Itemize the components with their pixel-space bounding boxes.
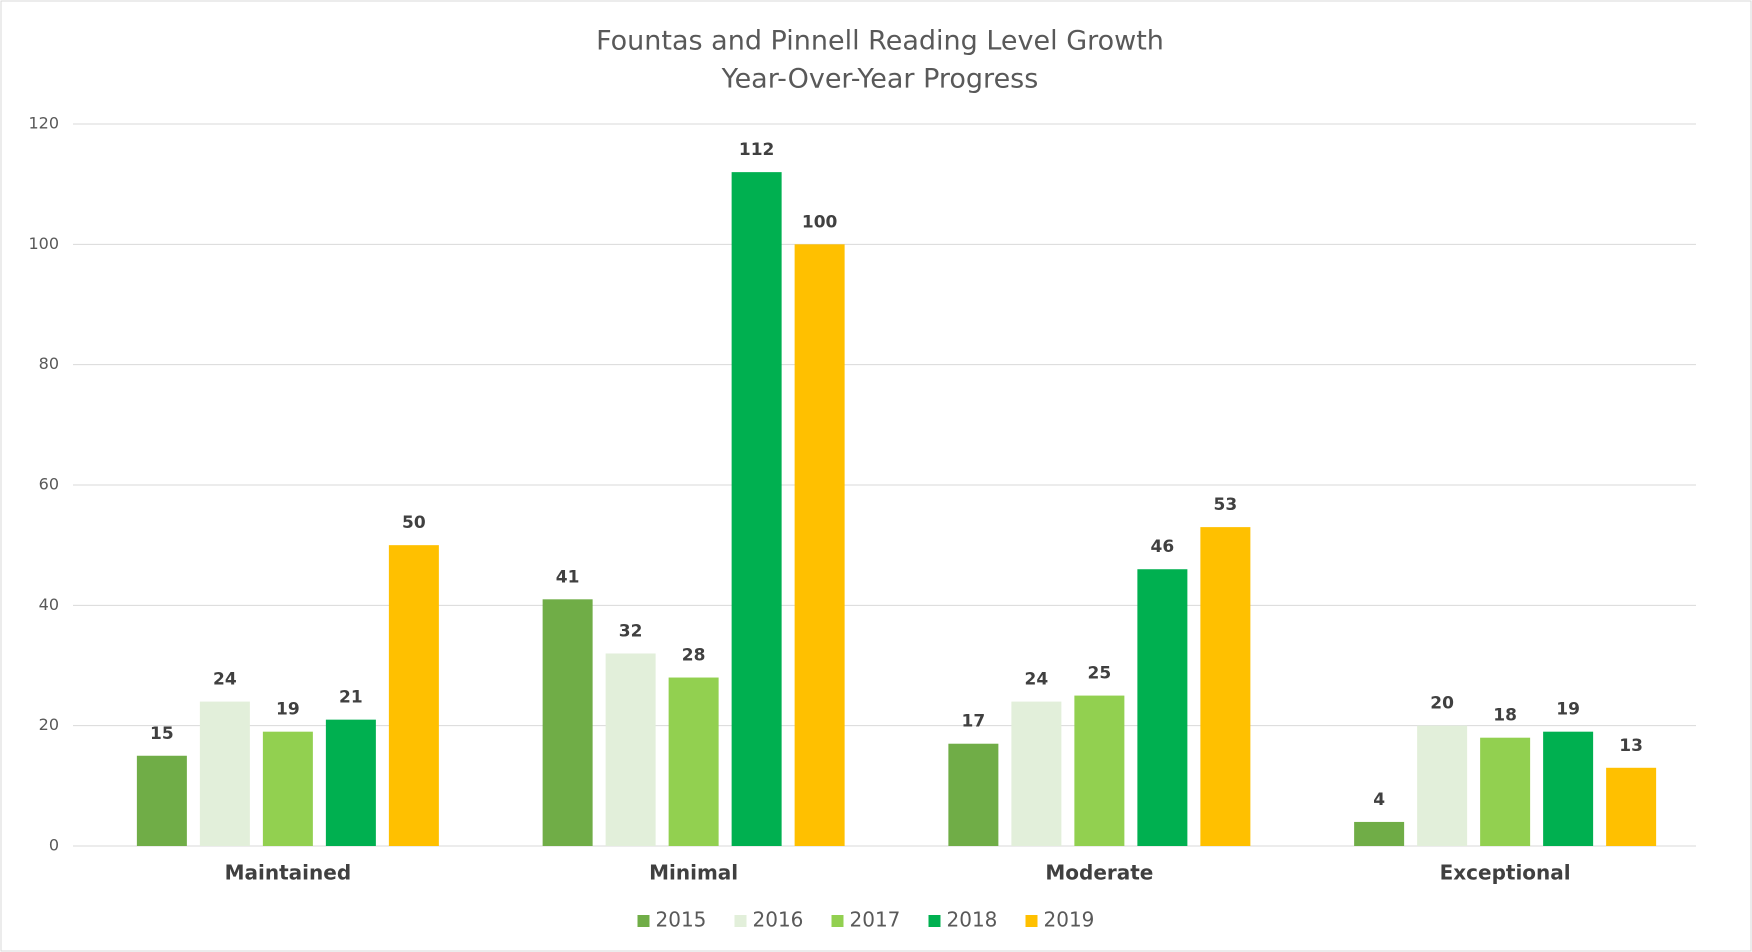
data-label: 19	[1556, 700, 1580, 720]
data-label: 18	[1493, 706, 1517, 726]
bar	[199, 701, 250, 846]
y-tick-label: 100	[28, 234, 59, 253]
data-label: 24	[1025, 670, 1049, 690]
bar	[325, 719, 376, 846]
data-label: 46	[1151, 537, 1175, 557]
data-label: 15	[150, 724, 174, 744]
data-label: 4	[1373, 790, 1385, 810]
bar	[1074, 695, 1125, 846]
data-label: 13	[1619, 736, 1643, 756]
y-tick-label: 0	[49, 836, 59, 855]
data-label: 20	[1430, 694, 1454, 714]
x-tick-label: Moderate	[1045, 861, 1153, 885]
chart-title: Fountas and Pinnell Reading Level Growth	[596, 26, 1164, 57]
bar	[262, 731, 313, 846]
bar	[542, 599, 593, 846]
legend-swatch	[637, 915, 650, 927]
x-tick-label: Minimal	[649, 861, 738, 885]
legend-swatch	[734, 915, 747, 927]
legend-swatch	[928, 915, 941, 927]
bar	[136, 755, 187, 846]
legend-label: 2015	[656, 908, 707, 932]
bar	[948, 743, 999, 846]
data-label: 32	[619, 621, 643, 641]
bar	[668, 677, 719, 846]
bar	[1200, 527, 1251, 846]
x-tick-label: Maintained	[225, 861, 352, 885]
y-tick-label: 120	[28, 114, 59, 133]
legend-swatch	[1025, 915, 1038, 927]
data-label: 25	[1088, 664, 1112, 684]
bar	[731, 172, 782, 847]
data-label: 17	[962, 712, 986, 732]
bar	[794, 244, 845, 847]
data-label: 41	[556, 567, 580, 587]
data-label: 50	[402, 513, 426, 533]
bar	[605, 653, 656, 846]
data-label: 112	[739, 140, 775, 160]
bar	[1011, 701, 1062, 846]
legend-label: 2018	[947, 908, 998, 932]
bar	[1137, 569, 1188, 846]
data-label: 53	[1214, 495, 1238, 515]
x-tick-label: Exceptional	[1440, 861, 1571, 885]
chart-subtitle: Year-Over-Year Progress	[721, 64, 1039, 95]
bar	[1606, 767, 1657, 846]
legend-label: 2017	[850, 908, 901, 932]
legend-label: 2019	[1044, 908, 1095, 932]
y-tick-label: 40	[39, 595, 59, 614]
y-tick-label: 60	[39, 475, 59, 494]
legend-swatch	[831, 915, 844, 927]
bar	[1417, 725, 1468, 846]
y-tick-label: 80	[39, 354, 59, 373]
data-label: 21	[339, 688, 363, 708]
legend-label: 2016	[753, 908, 804, 932]
y-tick-label: 20	[39, 715, 59, 734]
bar	[388, 545, 439, 846]
bar	[1354, 821, 1405, 846]
data-label: 24	[213, 670, 237, 690]
bar	[1543, 731, 1594, 846]
data-label: 19	[276, 700, 300, 720]
bar	[1480, 737, 1531, 846]
data-label: 100	[802, 212, 838, 232]
data-label: 28	[682, 646, 706, 666]
